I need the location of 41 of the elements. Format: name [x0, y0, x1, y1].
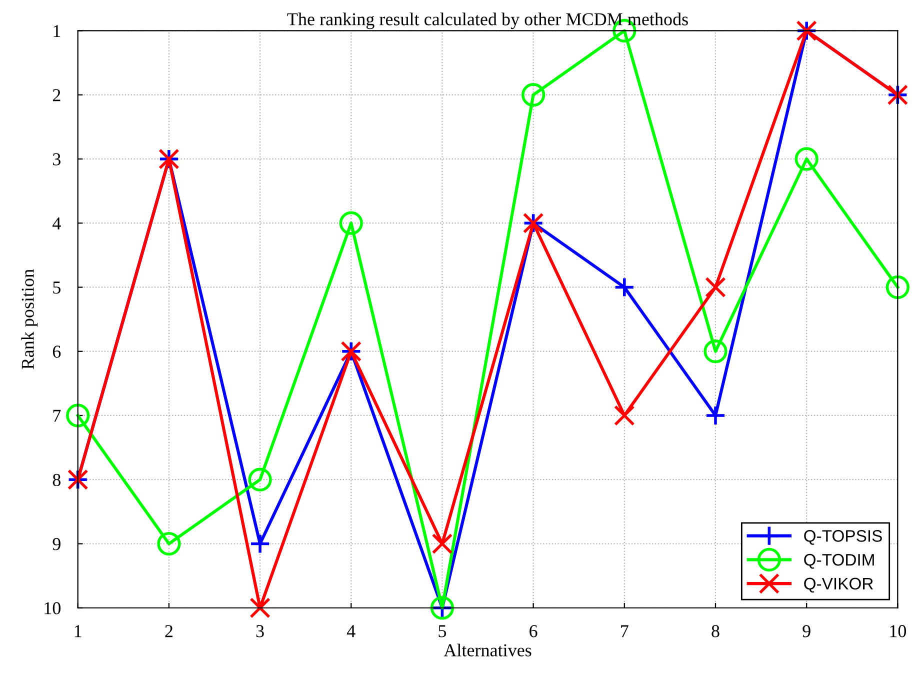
x-tick-label: 8: [712, 625, 720, 638]
point: [250, 533, 270, 554]
x-tick-label: 2: [165, 625, 172, 638]
point: [704, 340, 728, 364]
y-tick-label: 6: [52, 346, 61, 358]
point: [66, 404, 90, 428]
x-tick-label: 7: [621, 625, 628, 638]
point: [886, 275, 910, 300]
legend-label: Q-TODIM: [804, 554, 874, 569]
point: [705, 405, 726, 426]
legend-label: Q-VIKOR: [804, 578, 873, 593]
point: [522, 83, 546, 107]
point: [432, 533, 453, 554]
y-tick-label: 2: [52, 89, 60, 102]
y-tick-label: 9: [52, 538, 60, 550]
y-tick-label: 8: [52, 474, 61, 486]
y-axis-title: Rank position: [21, 269, 38, 370]
x-tick-label: 1: [74, 625, 82, 638]
point: [250, 597, 270, 618]
point: [614, 276, 635, 298]
point: [157, 532, 181, 556]
y-tick-label: 1: [54, 25, 60, 37]
x-tick-label: 5: [438, 625, 446, 638]
x-tick-label: 4: [346, 625, 356, 638]
point: [705, 276, 726, 298]
point: [248, 468, 272, 492]
y-tick-label: 5: [53, 282, 60, 294]
point: [614, 405, 635, 426]
x-tick-label: 9: [802, 625, 810, 638]
y-tick-label: 7: [53, 410, 61, 422]
legend-label: Q-TOPSIS: [804, 530, 882, 545]
x-axis-title: Alternatives: [444, 644, 532, 656]
x-tick-label: 10: [890, 625, 906, 638]
point: [794, 147, 818, 171]
point: [339, 211, 363, 235]
x-tick-label: 3: [256, 625, 264, 638]
y-tick-label: 4: [52, 217, 61, 230]
x-tick-label: 6: [530, 625, 538, 638]
chart-title: The ranking result calculated by other MCDM methods: [287, 12, 688, 30]
y-tick-label: 3: [53, 153, 60, 166]
y-tick-label: 10: [44, 602, 61, 614]
